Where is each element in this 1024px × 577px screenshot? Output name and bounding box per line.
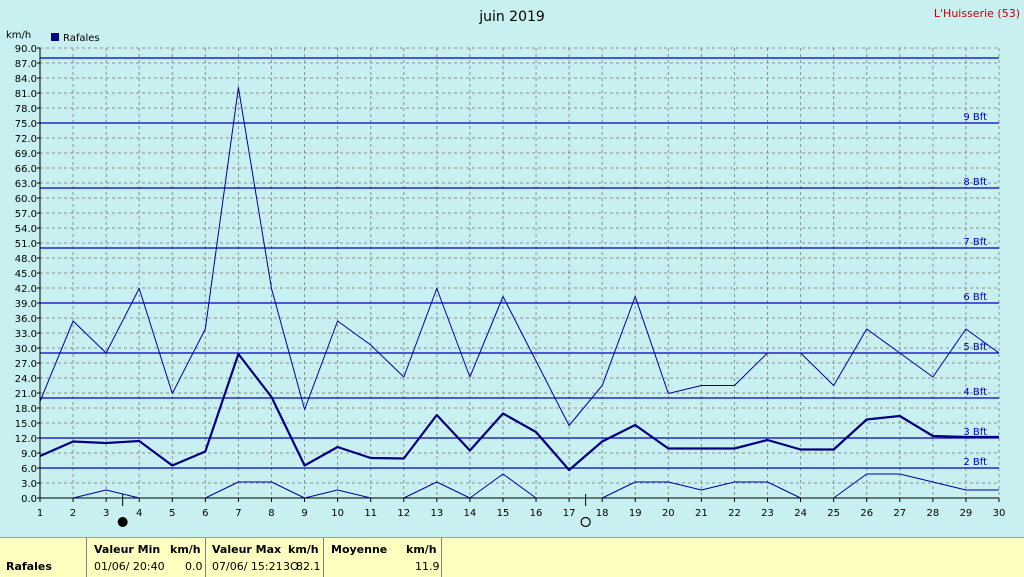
y-tick-label: 0.0 (21, 494, 37, 505)
avg-unit: km/h (406, 543, 437, 556)
stats-footer: Rafales Valeur Min km/h 01/06/ 20:40 0.0… (0, 537, 1024, 577)
x-tick-label: 25 (827, 508, 840, 519)
beaufort-label: 6 Bft (963, 292, 987, 303)
x-tick-label: 18 (596, 508, 609, 519)
x-tick-label: 5 (169, 508, 175, 519)
x-tick-label: 6 (202, 508, 208, 519)
beaufort-lines: 2 Bft 3 Bft 4 Bft 5 Bft 6 Bft 7 Bft 8 Bft 9 Bft (40, 57, 999, 469)
x-tick-label: 29 (960, 508, 973, 519)
y-tick-label: 90.0 (15, 44, 37, 55)
y-tick-label: 57.0 (15, 209, 37, 220)
x-tick-label: 22 (728, 508, 741, 519)
x-tick-label: 13 (430, 508, 443, 519)
y-tick-label: 21.0 (15, 389, 37, 400)
chart-title: juin 2019 (478, 9, 545, 25)
y-tick-label: 12.0 (15, 434, 37, 445)
x-tick-label: 9 (301, 508, 307, 519)
legend-swatch (51, 33, 59, 41)
y-tick-label: 39.0 (15, 299, 37, 310)
x-tick-label: 8 (268, 508, 274, 519)
y-tick-label: 69.0 (15, 149, 37, 160)
beaufort-label: 3 Bft (963, 427, 987, 438)
x-tick-label: 11 (364, 508, 377, 519)
x-tick-label: 15 (497, 508, 510, 519)
new-moon-icon (117, 517, 128, 527)
y-tick-label: 45.0 (15, 269, 37, 280)
y-tick-label: 42.0 (15, 284, 37, 295)
y-tick-label: 84.0 (15, 74, 37, 85)
y-tick-label: 51.0 (15, 239, 37, 250)
x-tick-label: 21 (695, 508, 708, 519)
y-tick-label: 6.0 (21, 464, 37, 475)
x-tick-label: 28 (926, 508, 939, 519)
y-tick-label: 63.0 (15, 179, 37, 190)
x-tick-label: 4 (136, 508, 142, 519)
y-tick-label: 48.0 (15, 254, 37, 265)
min-datetime: 01/06/ 20:40 (94, 560, 165, 573)
chart: juin 2019 L'Huisserie (53) km/h Rafales … (6, 7, 1020, 528)
min-header: Valeur Min (94, 543, 161, 556)
beaufort-label: 8 Bft (963, 177, 987, 188)
y-tick-label: 3.0 (21, 479, 37, 490)
y-tick-label: 27.0 (15, 359, 37, 370)
y-tick-label: 9.0 (21, 449, 37, 460)
beaufort-label: 2 Bft (963, 457, 987, 468)
series-line (39, 87, 1000, 426)
max-value: 82.1 (296, 560, 321, 573)
x-tick-label: 10 (331, 508, 344, 519)
y-tick-label: 15.0 (15, 419, 37, 430)
y-tick-label: 60.0 (15, 194, 37, 205)
moon-phases (117, 494, 591, 528)
y-tick-label: 78.0 (15, 104, 37, 115)
x-tick-label: 3 (103, 508, 109, 519)
x-tick-label: 30 (993, 508, 1006, 519)
y-tick-label: 87.0 (15, 59, 37, 70)
station-label: L'Huisserie (53) (934, 7, 1020, 20)
beaufort-label: 4 Bft (963, 387, 987, 398)
x-tick-label: 2 (70, 508, 76, 519)
max-header: Valeur Max (212, 543, 282, 556)
y-tick-label: 18.0 (15, 404, 37, 415)
x-tick-label: 20 (662, 508, 675, 519)
avg-value: 11.9 (415, 560, 440, 573)
beaufort-label: 9 Bft (963, 112, 987, 123)
legend-label: Rafales (63, 33, 100, 44)
min-unit: km/h (170, 543, 201, 556)
x-tick-label: 24 (794, 508, 807, 519)
x-tick-label: 14 (464, 508, 477, 519)
x-tick-label: 16 (530, 508, 543, 519)
x-tick-label: 27 (893, 508, 906, 519)
y-tick-label: 30.0 (15, 344, 37, 355)
axes: 0.0 3.0 6.0 9.0 12.0 15.0 18.0 21.0 24.0 27.0 30.0… (15, 44, 1006, 519)
x-tick-label: 23 (761, 508, 774, 519)
min-value: 0.0 (185, 560, 203, 573)
x-tick-label: 1 (37, 508, 43, 519)
series-line (39, 352, 999, 472)
x-tick-label: 7 (235, 508, 241, 519)
x-tick-label: 26 (860, 508, 873, 519)
avg-header: Moyenne (331, 543, 388, 556)
full-moon-icon (580, 516, 591, 528)
max-datetime: 07/06/ 15:21 (212, 560, 283, 573)
x-tick-label: 19 (629, 508, 642, 519)
y-tick-label: 75.0 (15, 119, 37, 130)
y-tick-label: 72.0 (15, 134, 37, 145)
y-tick-label: 66.0 (15, 164, 37, 175)
max-extra: 3O (283, 560, 299, 573)
beaufort-label: 5 Bft (963, 342, 987, 353)
y-tick-label: 24.0 (15, 374, 37, 385)
y-tick-label: 36.0 (15, 314, 37, 325)
x-tick-label: 17 (563, 508, 576, 519)
y-tick-label: 54.0 (15, 224, 37, 235)
row-label: Rafales (6, 560, 52, 573)
max-unit: km/h (288, 543, 319, 556)
beaufort-label: 7 Bft (963, 237, 987, 248)
y-tick-label: 81.0 (15, 89, 37, 100)
y-axis-unit: km/h (6, 30, 31, 41)
x-tick-label: 12 (397, 508, 410, 519)
y-tick-label: 33.0 (15, 329, 37, 340)
